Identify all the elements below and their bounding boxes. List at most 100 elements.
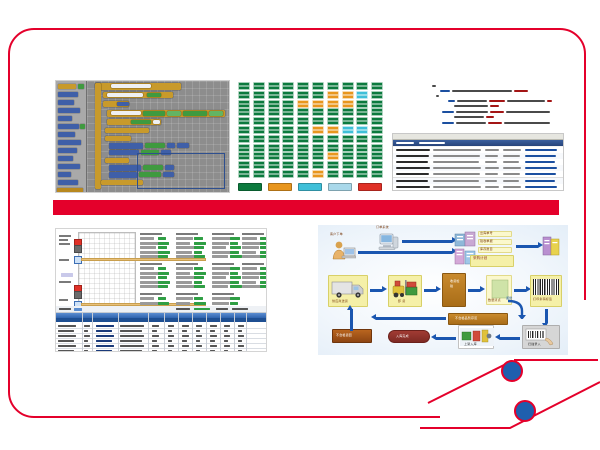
log-tab-bar[interactable] [393,134,563,140]
log-column-header[interactable] [393,140,563,146]
grid-cell[interactable] [341,90,354,99]
grid-cell[interactable] [282,152,295,161]
grid-cell[interactable] [267,99,280,108]
grid-cell[interactable] [312,108,324,117]
grid-cell[interactable] [371,117,384,126]
grid-cell[interactable] [267,126,280,134]
grid-cell[interactable] [282,161,295,170]
grid-cell[interactable] [326,99,339,108]
grid-cell[interactable] [267,161,280,170]
grid-cell[interactable] [341,108,354,117]
grid-cell[interactable] [371,90,384,99]
grid-cell[interactable] [356,152,369,161]
grid-cell[interactable] [312,99,324,108]
grid-cell[interactable] [297,90,310,99]
grid-cell[interactable] [282,99,295,108]
table-row[interactable] [56,328,266,334]
table-subheader-row[interactable] [56,318,266,322]
grid-cell[interactable] [341,161,354,170]
grid-cell[interactable] [297,161,310,170]
grid-cell[interactable] [238,117,250,126]
grid-cell[interactable] [326,161,339,170]
grid-cell[interactable] [356,161,369,170]
grid-cell[interactable] [267,82,280,90]
grid-cell[interactable] [297,99,310,108]
grid-cell[interactable] [238,134,250,143]
grid-cell[interactable] [341,134,354,143]
grid-cell[interactable] [267,134,280,143]
grid-cell[interactable] [282,108,295,117]
grid-cell[interactable] [312,90,324,99]
grid-cell[interactable] [312,134,324,143]
grid-cell[interactable] [356,90,369,99]
grid-cell[interactable] [312,170,324,178]
table-row[interactable] [56,338,266,344]
table-toolbar[interactable] [56,306,266,313]
grid-cell[interactable] [371,152,384,161]
grid-cell[interactable] [238,143,250,152]
grid-cell[interactable] [252,90,265,99]
grid-cell[interactable] [371,143,384,152]
table-header-row[interactable] [56,313,266,318]
grid-cell[interactable] [312,161,324,170]
grid-cell[interactable] [252,143,265,152]
grid-cell[interactable] [356,170,369,178]
grid-cell[interactable] [341,117,354,126]
grid-cell[interactable] [326,126,339,134]
table-row[interactable] [56,343,266,349]
grid-cell[interactable] [356,82,369,90]
grid-cell[interactable] [238,161,250,170]
grid-cell[interactable] [252,117,265,126]
grid-cell[interactable] [371,170,384,178]
grid-cell[interactable] [312,143,324,152]
grid-cell[interactable] [267,108,280,117]
log-row[interactable] [393,189,563,190]
grid-cell[interactable] [326,82,339,90]
grid-cell[interactable] [282,143,295,152]
grid-cell[interactable] [297,143,310,152]
grid-cell[interactable] [326,134,339,143]
grid-cell[interactable] [282,134,295,143]
grid-cell[interactable] [267,117,280,126]
grid-cell[interactable] [371,99,384,108]
grid-cell[interactable] [238,82,250,90]
grid-cell[interactable] [356,117,369,126]
grid-cell[interactable] [341,82,354,90]
grid-cell[interactable] [282,126,295,134]
grid-cell[interactable] [312,126,324,134]
grid-cell[interactable] [267,143,280,152]
grid-cell[interactable] [297,108,310,117]
grid-cell[interactable] [238,126,250,134]
grid-cell[interactable] [267,152,280,161]
grid-cell[interactable] [371,134,384,143]
grid-cell[interactable] [341,152,354,161]
grid-cell[interactable] [297,134,310,143]
grid-cell[interactable] [297,152,310,161]
grid-cell[interactable] [341,99,354,108]
grid-cell[interactable] [326,108,339,117]
grid-cell[interactable] [326,152,339,161]
grid-cell[interactable] [356,99,369,108]
grid-cell[interactable] [282,170,295,178]
grid-cell[interactable] [252,99,265,108]
grid-cell[interactable] [252,161,265,170]
grid-cell[interactable] [341,170,354,178]
grid-cell[interactable] [326,90,339,99]
grid-cell[interactable] [238,90,250,99]
grid-cell[interactable] [312,117,324,126]
grid-cell[interactable] [252,82,265,90]
grid-cell[interactable] [371,126,384,134]
grid-cell[interactable] [371,161,384,170]
grid-cell[interactable] [312,82,324,90]
grid-cell[interactable] [238,170,250,178]
grid-cell[interactable] [326,143,339,152]
grid-cell[interactable] [356,108,369,117]
grid-cell[interactable] [297,170,310,178]
grid-cell[interactable] [238,152,250,161]
grid-cell[interactable] [312,152,324,161]
grid-cell[interactable] [267,170,280,178]
grid-cell[interactable] [341,126,354,134]
grid-cell[interactable] [297,117,310,126]
grid-cell[interactable] [356,126,369,134]
grid-cell[interactable] [341,143,354,152]
